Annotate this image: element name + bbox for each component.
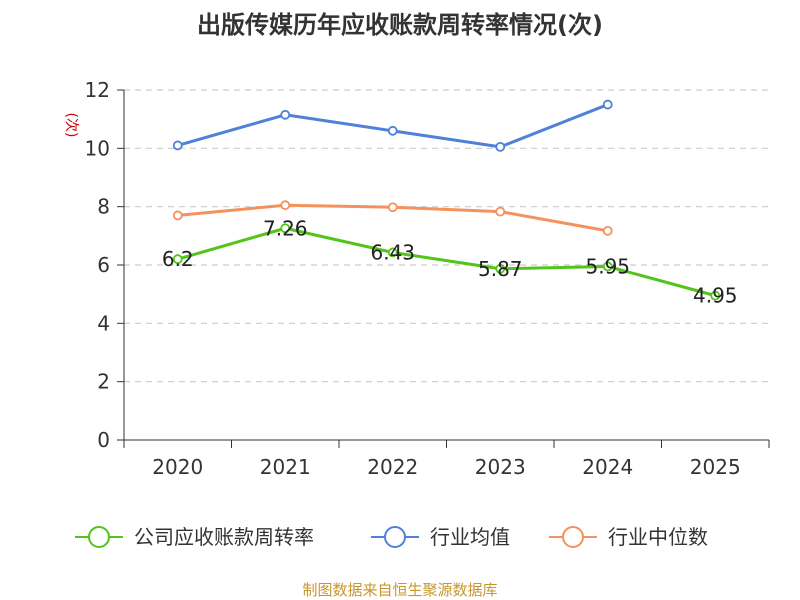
source-note: 制图数据来自恒生聚源数据库 (302, 581, 497, 599)
chart-title: 出版传媒历年应收账款周转率情况(次) (197, 11, 603, 39)
data-label: 6.2 (162, 247, 194, 271)
data-point (710, 290, 721, 301)
data-point (495, 141, 506, 152)
grid (124, 89, 769, 383)
data-point (602, 261, 613, 272)
data-label: 5.95 (585, 254, 630, 278)
data-labels: 6.2 7.26 6.43 5.87 5.95 4.95 (162, 216, 738, 307)
data-point (387, 125, 398, 136)
y-tick-label: 8 (97, 195, 110, 219)
series (172, 99, 721, 301)
data-point (280, 223, 291, 234)
data-point (172, 140, 183, 151)
series-line (177, 103, 609, 149)
data-point (495, 206, 506, 217)
legend: 公司应收账款周转率 行业均值 行业中位数 (75, 525, 708, 549)
y-axis-label: (次) (63, 113, 79, 138)
data-label: 6.43 (370, 240, 415, 264)
x-tick-label: 2021 (260, 455, 311, 479)
y-tick-label: 2 (97, 370, 110, 394)
data-point (602, 99, 613, 110)
legend-label: 行业均值 (430, 525, 510, 549)
series-line (177, 226, 716, 298)
x-tick-label: 2022 (367, 455, 418, 479)
legend-marker (88, 526, 110, 548)
data-point (172, 254, 183, 265)
data-point (495, 263, 506, 274)
data-point (280, 200, 291, 211)
data-point (172, 210, 183, 221)
y-tick-label: 6 (97, 253, 110, 277)
x-tick-label: 2024 (582, 455, 633, 479)
data-label: 5.87 (478, 257, 523, 281)
data-point (387, 247, 398, 258)
y-tick-label: 10 (85, 136, 110, 160)
data-label: 4.95 (693, 284, 738, 308)
x-tick-label: 2023 (475, 455, 526, 479)
x-tick-label: 2020 (152, 455, 203, 479)
y-tick-label: 0 (97, 428, 110, 452)
y-tick-label: 12 (85, 78, 110, 102)
legend-label: 行业中位数 (608, 525, 708, 549)
x-tick-label: 2025 (690, 455, 741, 479)
data-label: 7.26 (263, 216, 308, 240)
legend-label: 公司应收账款周转率 (134, 525, 314, 549)
data-point (602, 225, 613, 236)
legend-marker (562, 526, 584, 548)
y-tick-label: 4 (97, 311, 110, 335)
data-point (280, 109, 291, 120)
legend-marker (384, 526, 406, 548)
axes: 0 2 4 6 8 10 12 2020 2021 2022 2023 2024 2025 (85, 78, 770, 479)
data-point (387, 202, 398, 213)
